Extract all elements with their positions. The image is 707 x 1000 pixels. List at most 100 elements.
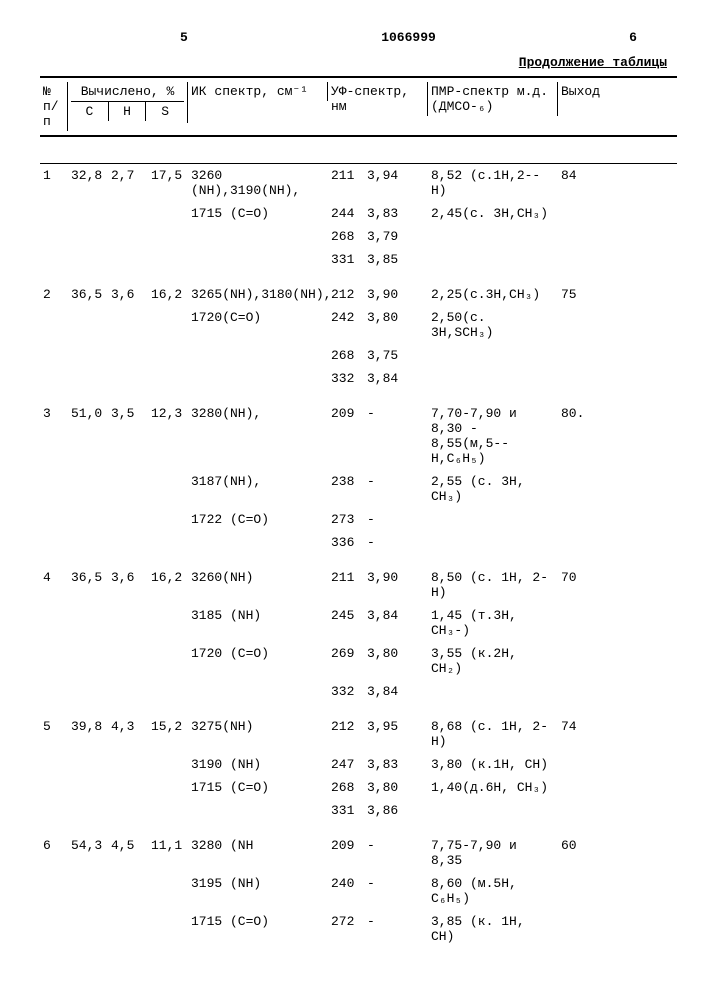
cell-pmr: 3,80 (к.1H, CH) [428, 755, 558, 774]
cell-pmr: 8,68 (с. 1H, 2-H) [428, 717, 558, 751]
cell-uv: 2683,80 [328, 778, 428, 797]
cell-s [148, 346, 188, 350]
table-subrow: 2683,79 [40, 225, 677, 248]
cell-c: 51,0 [68, 404, 108, 423]
cell-uv: 2123,90 [328, 285, 428, 304]
cell-ir: 1715 (C=O) [188, 204, 328, 223]
cell-out [558, 874, 608, 878]
cell-np [40, 472, 68, 476]
table-row: 132,82,717,53260 (NH),3190(NH),2113,948,… [40, 164, 677, 271]
cell-out [558, 682, 608, 686]
table-subrow: 132,82,717,53260 (NH),3190(NH),2113,948,… [40, 164, 677, 202]
cell-h [108, 250, 148, 254]
cell-pmr: 2,25(с.3H,CH₃) [428, 285, 558, 304]
cell-h: 4,5 [108, 836, 148, 855]
cell-np [40, 755, 68, 759]
cell-s: 16,2 [148, 568, 188, 587]
cell-h [108, 778, 148, 782]
cell-pmr: 3,55 (к.2H, CH₂) [428, 644, 558, 678]
cell-c [68, 204, 108, 208]
cell-s [148, 755, 188, 759]
cell-uv: 2443,83 [328, 204, 428, 223]
cell-h [108, 606, 148, 610]
cell-pmr: 3,85 (к. 1H, CH) [428, 912, 558, 946]
table-subrow: 1715 (C=O)272-3,85 (к. 1H, CH) [40, 910, 677, 948]
cell-h [108, 510, 148, 514]
cell-h [108, 533, 148, 537]
cell-np: 4 [40, 568, 68, 587]
cell-uv: 273- [328, 510, 428, 529]
cell-out [558, 308, 608, 312]
cell-s: 17,5 [148, 166, 188, 185]
cell-ir [188, 369, 328, 373]
cell-pmr [428, 533, 558, 537]
table-subrow: 236,53,616,23265(NH),3180(NH),2123,902,2… [40, 283, 677, 306]
cell-out [558, 227, 608, 231]
page-right-num: 6 [629, 30, 637, 45]
cell-h [108, 755, 148, 759]
cell-h [108, 227, 148, 231]
table-subrow: 654,34,511,13280 (NH209-7,75-7,90 и 8,35… [40, 834, 677, 872]
cell-uv: 3313,85 [328, 250, 428, 269]
cell-c [68, 912, 108, 916]
table-subrow: 3323,84 [40, 367, 677, 390]
cell-h [108, 472, 148, 476]
cell-pmr [428, 346, 558, 350]
cell-uv: 2473,83 [328, 755, 428, 774]
cell-np [40, 227, 68, 231]
cell-np: 2 [40, 285, 68, 304]
cell-pmr: 8,60 (м.5H, C₆H₅) [428, 874, 558, 908]
cell-out: 80. [558, 404, 608, 423]
table-subrow: 1715 (C=O)2683,801,40(д.6H, CH₃) [40, 776, 677, 799]
cell-pmr: 1,40(д.6H, CH₃) [428, 778, 558, 797]
table-header: № п/п Вычислено, % C H S ИК спектр, см⁻¹… [40, 76, 677, 137]
cell-uv: 3323,84 [328, 369, 428, 388]
cell-c [68, 801, 108, 805]
cell-h [108, 204, 148, 208]
table-subrow: 1715 (C=O)2443,832,45(с. 3H,CH₃) [40, 202, 677, 225]
cell-np: 6 [40, 836, 68, 855]
cell-out [558, 912, 608, 916]
cell-pmr [428, 801, 558, 805]
table-subrow: 3190 (NH)2473,833,80 (к.1H, CH) [40, 753, 677, 776]
cell-np [40, 369, 68, 373]
cell-c [68, 308, 108, 312]
cell-out: 75 [558, 285, 608, 304]
cell-c: 36,5 [68, 285, 108, 304]
cell-np [40, 308, 68, 312]
cell-ir: 3275(NH) [188, 717, 328, 736]
col-ir: ИК спектр, см⁻¹ [188, 82, 328, 101]
table-subrow: 1720 (C=O)2693,803,55 (к.2H, CH₂) [40, 642, 677, 680]
col-calc: Вычислено, % [81, 84, 175, 99]
cell-pmr [428, 369, 558, 373]
table-subrow: 1722 (C=O)273- [40, 508, 677, 531]
cell-ir: 3185 (NH) [188, 606, 328, 625]
cell-np: 5 [40, 717, 68, 736]
cell-s [148, 682, 188, 686]
cell-ir [188, 346, 328, 350]
cell-ir [188, 801, 328, 805]
cell-pmr [428, 510, 558, 514]
cell-c [68, 250, 108, 254]
cell-c [68, 606, 108, 610]
cell-ir: 1715 (C=O) [188, 778, 328, 797]
col-s: S [146, 102, 184, 121]
table-row: 236,53,616,23265(NH),3180(NH),2123,902,2… [40, 283, 677, 390]
cell-np [40, 912, 68, 916]
cell-s [148, 606, 188, 610]
cell-out [558, 778, 608, 782]
cell-uv: 3313,86 [328, 801, 428, 820]
table-subrow: 436,53,616,23260(NH)2113,908,50 (с. 1H, … [40, 566, 677, 604]
cell-uv: 2123,95 [328, 717, 428, 736]
cell-uv: 2113,94 [328, 166, 428, 185]
cell-h [108, 369, 148, 373]
cell-np [40, 204, 68, 208]
cell-np [40, 682, 68, 686]
cell-h: 2,7 [108, 166, 148, 185]
cell-pmr [428, 682, 558, 686]
cell-ir [188, 682, 328, 686]
cell-c [68, 510, 108, 514]
cell-s: 11,1 [148, 836, 188, 855]
cell-pmr [428, 250, 558, 254]
cell-s [148, 227, 188, 231]
